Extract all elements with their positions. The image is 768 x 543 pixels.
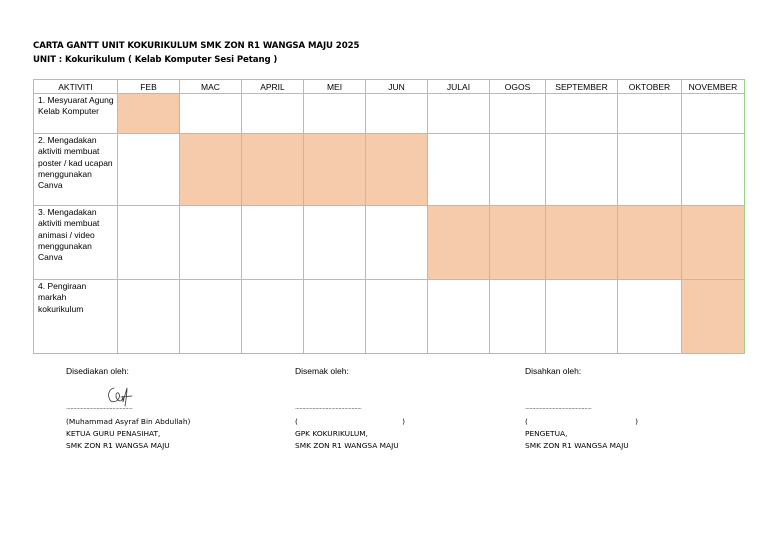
month-header-april: APRIL xyxy=(241,79,304,94)
gantt-table: AKTIVITI FEB MAC APRIL MEI JUN JULAI OGOS SEPTE… xyxy=(33,79,745,354)
checked-label: Disemak oleh: xyxy=(295,366,349,376)
checked-school: SMK ZON R1 WANGSA MAJU xyxy=(295,441,399,450)
approved-signature-line: ........................................… xyxy=(525,404,592,411)
approved-school: SMK ZON R1 WANGSA MAJU xyxy=(525,441,629,450)
approved-paren-close: ) xyxy=(635,417,638,426)
gantt-cell-empty xyxy=(365,205,428,280)
gantt-cell-empty xyxy=(179,279,242,354)
approved-label: Disahkan oleh: xyxy=(525,366,582,376)
gantt-cell-empty xyxy=(489,133,546,206)
gantt-cell-empty xyxy=(681,93,745,134)
table-row: 3. Mengadakan aktiviti membuat animasi /… xyxy=(33,205,745,280)
handwritten-signature-icon xyxy=(108,387,133,407)
activity-cell: 3. Mengadakan aktiviti membuat animasi /… xyxy=(33,205,118,280)
checked-paren-close: ) xyxy=(402,417,405,426)
prepared-title: KETUA GURU PENASIHAT, xyxy=(66,429,161,438)
month-header-feb: FEB xyxy=(117,79,180,94)
activity-cell: 4. Pengiraan markah kokurikulum xyxy=(33,279,118,354)
gantt-cell-empty xyxy=(303,205,366,280)
month-header-september: SEPTEMBER xyxy=(545,79,618,94)
gantt-cell-empty xyxy=(427,93,490,134)
checked-paren-open: ( xyxy=(295,417,298,426)
prepared-name: (Muhammad Asyraf Bin Abdullah) xyxy=(66,417,191,426)
gantt-cell-empty xyxy=(303,93,366,134)
gantt-cell-filled xyxy=(365,133,428,206)
gantt-cell-filled xyxy=(427,205,490,280)
gantt-cell-empty xyxy=(303,279,366,354)
gantt-cell-empty xyxy=(179,205,242,280)
gantt-cell-filled xyxy=(617,205,682,280)
gantt-cell-empty xyxy=(681,133,745,206)
gantt-cell-empty xyxy=(241,279,304,354)
gantt-cell-filled xyxy=(179,133,242,206)
gantt-cell-empty xyxy=(117,133,180,206)
gantt-cell-empty xyxy=(545,93,618,134)
gantt-cell-filled xyxy=(489,205,546,280)
gantt-cell-filled xyxy=(241,133,304,206)
gantt-cell-empty xyxy=(489,279,546,354)
gantt-cell-filled xyxy=(117,93,180,134)
gantt-cell-empty xyxy=(617,133,682,206)
table-header-row: AKTIVITI FEB MAC APRIL MEI JUN JULAI OGOS SEPTE… xyxy=(33,79,745,94)
approved-name-parentheses: ( ) xyxy=(525,417,638,426)
gantt-cell-empty xyxy=(617,279,682,354)
gantt-cell-empty xyxy=(117,279,180,354)
gantt-cell-empty xyxy=(365,279,428,354)
prepared-school: SMK ZON R1 WANGSA MAJU xyxy=(66,441,170,450)
activity-cell: 2. Mengadakan aktiviti membuat poster / … xyxy=(33,133,118,206)
title-line-1: CARTA GANTT UNIT KOKURIKULUM SMK ZON R1 … xyxy=(33,41,360,51)
table-row: 4. Pengiraan markah kokurikulum xyxy=(33,279,745,354)
activity-cell: 1. Mesyuarat Agung Kelab Komputer xyxy=(33,93,118,134)
gantt-cell-filled xyxy=(545,205,618,280)
gantt-cell-empty xyxy=(117,205,180,280)
gantt-cell-empty xyxy=(365,93,428,134)
checked-signature-line: ........................................… xyxy=(295,404,362,411)
gantt-cell-empty xyxy=(427,133,490,206)
checked-title: GPK KOKURIKULUM, xyxy=(295,429,368,438)
gantt-cell-empty xyxy=(241,205,304,280)
gantt-cell-empty xyxy=(489,93,546,134)
table-row: 2. Mengadakan aktiviti membuat poster / … xyxy=(33,133,745,206)
month-header-november: NOVEMBER xyxy=(681,79,745,94)
gantt-cell-filled xyxy=(303,133,366,206)
activity-column-header: AKTIVITI xyxy=(33,79,118,94)
month-header-oktober: OKTOBER xyxy=(617,79,682,94)
title-line-2: UNIT : Kokurikulum ( Kelab Komputer Sesi… xyxy=(33,55,278,65)
table-row: 1. Mesyuarat Agung Kelab Komputer xyxy=(33,93,745,134)
gantt-cell-empty xyxy=(179,93,242,134)
prepared-label: Disediakan oleh: xyxy=(66,366,129,376)
month-header-mac: MAC xyxy=(179,79,242,94)
gantt-cell-empty xyxy=(545,279,618,354)
prepared-signature-line: ........................................… xyxy=(66,404,133,411)
gantt-cell-filled xyxy=(681,279,745,354)
document-title: CARTA GANTT UNIT KOKURIKULUM SMK ZON R1 … xyxy=(33,39,359,67)
gantt-cell-filled xyxy=(681,205,745,280)
gantt-cell-empty xyxy=(241,93,304,134)
approved-title: PENGETUA, xyxy=(525,429,568,438)
gantt-cell-empty xyxy=(545,133,618,206)
gantt-cell-empty xyxy=(427,279,490,354)
checked-name-parentheses: ( ) xyxy=(295,417,405,426)
month-header-julai: JULAI xyxy=(427,79,490,94)
month-header-jun: JUN xyxy=(365,79,428,94)
month-header-mei: MEI xyxy=(303,79,366,94)
month-header-ogos: OGOS xyxy=(489,79,546,94)
gantt-cell-empty xyxy=(617,93,682,134)
approved-paren-open: ( xyxy=(525,417,528,426)
